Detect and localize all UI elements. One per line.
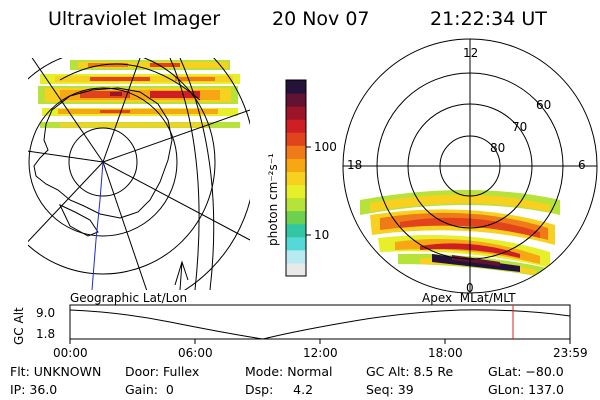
- altitude-xtick-1200: 12:00: [303, 346, 338, 360]
- apex-caption: Apex MLat/MLT: [422, 291, 516, 305]
- colorbar-tick-label-10: 10: [314, 228, 330, 242]
- colorbar-segment: [286, 171, 306, 186]
- altitude-xtick-1800: 18:00: [428, 346, 463, 360]
- info-glat: GLat: −80.0: [488, 364, 564, 379]
- info-flight: Flt: UNKNOWN: [10, 364, 102, 379]
- left-aurora-image: [38, 60, 240, 128]
- colorbar-segment: [286, 106, 306, 120]
- direction-arrow: [174, 260, 189, 290]
- info-glon: GLon: 137.0: [488, 382, 564, 397]
- colorbar-segment: [286, 93, 306, 107]
- instrument-title: Ultraviolet Imager: [48, 8, 221, 30]
- mlt-axes: [343, 39, 597, 293]
- altitude-curve: [69, 309, 571, 340]
- info-door: Door: Fullex: [125, 364, 200, 379]
- info-dsp: Dsp: 4.2: [245, 382, 314, 397]
- orbit-track: [91, 161, 104, 290]
- altitude-x-ticks: [69, 339, 571, 344]
- info-gain: Gain: 0: [125, 382, 174, 397]
- altitude-ytick-low: 1.8: [36, 327, 56, 341]
- colorbar-frame: [285, 79, 307, 277]
- colorbar-segment: [286, 210, 306, 225]
- altitude-plot: [69, 304, 571, 344]
- colorbar-segment: [286, 80, 306, 94]
- altitude-xtick-0000: 00:00: [53, 346, 88, 360]
- colorbar-segment: [286, 145, 306, 159]
- mlt-label-6: 6: [578, 158, 586, 172]
- continent-outline: [33, 87, 173, 237]
- mlt-label-18: 18: [347, 158, 363, 172]
- altitude-xtick-0600: 06:00: [178, 346, 213, 360]
- colorbar-segment: [286, 184, 306, 199]
- mlat-label-80: 80: [490, 141, 506, 155]
- colorbar-segment: [286, 158, 306, 172]
- terminator-lines: [59, 58, 215, 290]
- mlat-label-60: 60: [536, 98, 552, 112]
- geographic-map: [28, 58, 250, 290]
- colorbar-segment: [286, 132, 306, 146]
- altitude-xtick-2359: 23:59: [553, 346, 588, 360]
- mlat-label-70: 70: [512, 120, 528, 134]
- polar-map: [342, 38, 598, 294]
- colorbar-segment: [286, 262, 306, 277]
- info-seq: Seq: 39: [366, 382, 414, 397]
- date-label: 20 Nov 07: [272, 8, 370, 30]
- info-mode: Mode: Normal: [245, 364, 333, 379]
- mlt-label-12: 12: [463, 46, 479, 60]
- mlt-label-0: 0: [466, 281, 474, 295]
- time-label: 21:22:34 UT: [430, 8, 547, 30]
- altitude-ylabel: GC Alt: [12, 307, 26, 345]
- colorbar-unit-label: photon cm⁻²s⁻¹: [266, 153, 280, 246]
- colorbar-segment: [286, 197, 306, 212]
- colorbar-segment: [286, 223, 306, 238]
- colorbar-segment: [286, 236, 306, 251]
- geographic-caption: Geographic Lat/Lon: [70, 291, 188, 305]
- colorbar: [286, 80, 306, 277]
- latitude-grid: [28, 58, 250, 290]
- info-gc-alt: GC Alt: 8.5 Re: [366, 364, 454, 379]
- altitude-ytick-high: 9.0: [36, 306, 56, 320]
- longitude-grid: [28, 58, 250, 290]
- colorbar-segment: [286, 249, 306, 264]
- info-ip: IP: 36.0: [10, 382, 58, 397]
- colorbar-segment: [286, 119, 306, 133]
- colorbar-tick-label-100: 100: [314, 140, 337, 154]
